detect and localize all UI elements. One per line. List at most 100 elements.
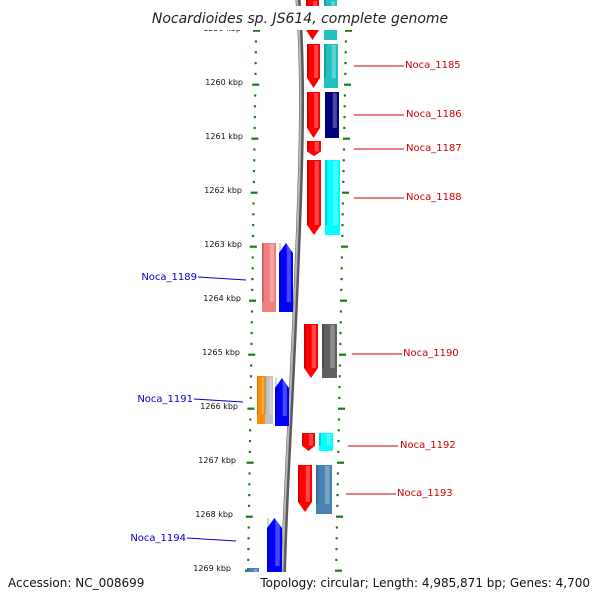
- tick-mark: [337, 461, 345, 464]
- tick-mark: [338, 407, 346, 410]
- tick-mark: [340, 299, 348, 302]
- tick-mark: [336, 494, 339, 497]
- tick-mark: [339, 310, 343, 313]
- tick-mark: [343, 94, 347, 97]
- gene-noca-1194[interactable]: [267, 518, 282, 576]
- tick-mark: [248, 472, 251, 475]
- genome-info-text: Topology: circular; Length: 4,985,871 bp…: [259, 576, 590, 590]
- footer-background: [0, 572, 600, 600]
- gene-noca-1185[interactable]: [307, 44, 320, 88]
- gene-noca-1191[interactable]: [275, 378, 289, 426]
- gene-noca-1185-feature[interactable]: [324, 44, 338, 88]
- gene-noca-1189[interactable]: [279, 243, 293, 312]
- tick-mark: [252, 202, 255, 205]
- tick-mark: [338, 396, 341, 399]
- tick-mark: [247, 526, 250, 529]
- tick-mark: [253, 159, 256, 162]
- gene-label-noca-1189[interactable]: Noca_1189: [141, 272, 197, 283]
- gene-labels: Noca_1185 Noca_1186 Noca_1187 Noca_1188 Noca…: [130, 60, 461, 544]
- gene-label-noca-1188[interactable]: Noca_1188: [406, 192, 462, 203]
- tick-mark: [247, 407, 255, 410]
- tick-mark: [340, 256, 344, 259]
- gene-noca-1188-feature[interactable]: [325, 160, 340, 235]
- tick-mark: [342, 148, 346, 151]
- tick-mark: [335, 569, 343, 572]
- tick-mark: [343, 116, 346, 119]
- tick-mark: [343, 105, 346, 108]
- tick-mark: [254, 40, 258, 43]
- tick-mark: [344, 40, 348, 43]
- gene-noca-1191-feature-b[interactable]: [265, 376, 273, 424]
- scale-label: 1265 kbp: [202, 348, 240, 357]
- title-background: [140, 6, 460, 30]
- gene-label-noca-1190[interactable]: Noca_1190: [403, 348, 459, 359]
- tick-mark: [254, 51, 257, 54]
- tick-mark: [252, 83, 260, 86]
- tick-mark: [339, 321, 342, 324]
- tick-mark: [344, 51, 347, 54]
- tick-mark: [248, 440, 252, 443]
- tick-mark: [250, 321, 253, 324]
- tick-mark: [344, 72, 347, 75]
- tick-mark: [341, 224, 344, 227]
- gene-label-noca-1192[interactable]: Noca_1192: [400, 440, 456, 451]
- gene-noca-1189-feature[interactable]: [262, 243, 276, 312]
- gene-noca-1193[interactable]: [298, 465, 312, 512]
- scale-label: 1262 kbp: [204, 186, 242, 195]
- tick-mark: [251, 234, 255, 237]
- gene-noca-1191-feature-a[interactable]: [257, 376, 265, 424]
- tick-mark: [340, 288, 343, 291]
- gene-leader-line: [193, 398, 244, 403]
- tick-mark: [249, 386, 252, 389]
- tick-mark: [344, 62, 347, 65]
- gene-noca-1190-feature[interactable]: [322, 324, 337, 378]
- gene-noca-1186[interactable]: [307, 92, 320, 138]
- gene-noca-1188[interactable]: [307, 160, 321, 235]
- gene-noca-1187[interactable]: [307, 141, 321, 156]
- tick-mark: [250, 310, 254, 313]
- tick-mark: [335, 558, 338, 561]
- tick-mark: [340, 267, 343, 270]
- tick-mark: [252, 224, 255, 227]
- gene-label-noca-1191[interactable]: Noca_1191: [137, 394, 193, 405]
- tick-mark: [253, 116, 256, 119]
- scale-label: 1269 kbp: [193, 564, 231, 573]
- gene-label-noca-1186[interactable]: Noca_1186: [406, 109, 462, 120]
- tick-mark: [337, 429, 340, 432]
- backbone-highlight: [281, 0, 302, 600]
- tick-mark: [338, 364, 342, 367]
- tick-mark: [343, 137, 351, 140]
- gene-leader-line: [186, 537, 237, 542]
- tick-mark: [341, 245, 349, 248]
- gene-noca-1193-feature[interactable]: [316, 465, 332, 514]
- gene-noca-1192[interactable]: [302, 433, 315, 451]
- tick-mark: [249, 245, 257, 248]
- tick-mark: [335, 548, 338, 551]
- tick-mark: [247, 537, 250, 540]
- gene-noca-1186-feature[interactable]: [325, 92, 339, 138]
- tick-mark: [343, 126, 346, 129]
- tick-mark: [341, 202, 345, 205]
- tick-mark: [250, 191, 258, 194]
- gene-label-noca-1187[interactable]: Noca_1187: [406, 143, 462, 154]
- gene-label-noca-1185[interactable]: Noca_1185: [405, 60, 461, 71]
- gene-noca-1192-feature[interactable]: [319, 433, 333, 451]
- tick-mark: [249, 299, 257, 302]
- gene-noca-1190[interactable]: [304, 324, 318, 378]
- genome-backbone: [280, 0, 305, 600]
- gene-label-noca-1194[interactable]: Noca_1194: [130, 533, 186, 544]
- left-tick-track: [245, 8, 261, 594]
- tick-mark: [337, 450, 340, 453]
- tick-mark: [252, 213, 255, 216]
- tick-mark: [250, 342, 253, 345]
- tick-mark: [247, 558, 250, 561]
- tick-mark: [253, 29, 261, 32]
- tick-mark: [342, 159, 345, 162]
- gene-label-noca-1193[interactable]: Noca_1193: [397, 488, 453, 499]
- tick-mark: [251, 267, 254, 270]
- tick-mark: [249, 396, 252, 399]
- map-title: Nocardioides sp. JS614, complete genome: [152, 11, 448, 27]
- tick-mark: [342, 170, 345, 173]
- tick-mark: [344, 83, 352, 86]
- tick-mark: [341, 234, 344, 237]
